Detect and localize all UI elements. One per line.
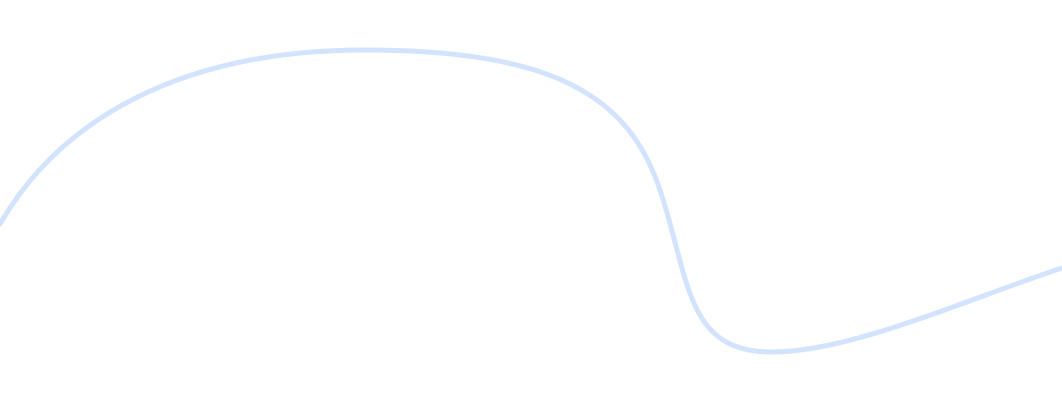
decorative-wave-curve: [0, 47, 1062, 355]
